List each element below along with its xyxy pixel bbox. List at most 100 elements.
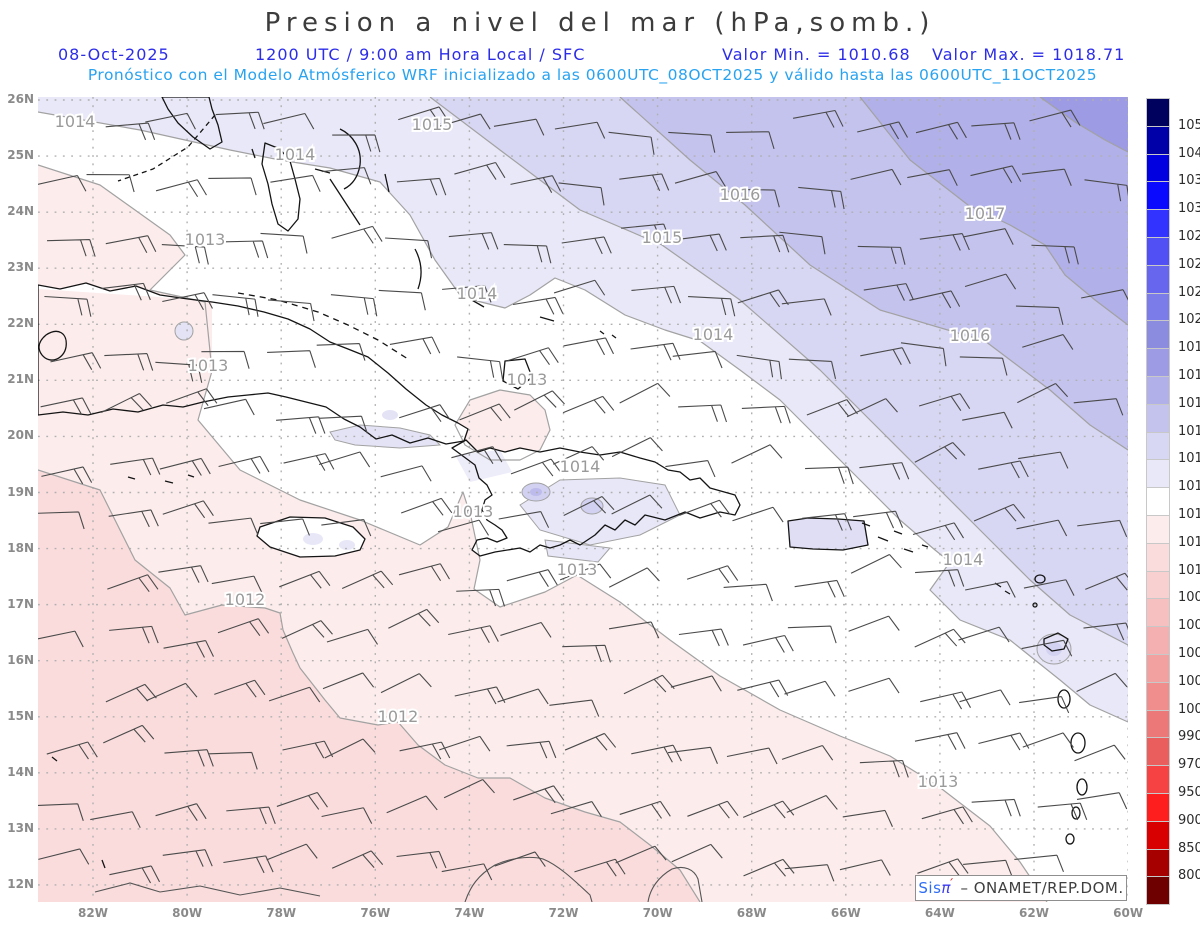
colorbar-cell — [1146, 626, 1170, 655]
isobar-1014 — [37, 111, 1129, 723]
isobar-1013-pocket — [454, 389, 551, 461]
colorbar-cell — [1146, 542, 1170, 572]
hispaniola-core-2 — [580, 497, 604, 515]
colorbar-cell — [1146, 431, 1170, 461]
lon-tick-label: 60W — [1113, 906, 1144, 920]
lat-tick-label: 14N — [7, 764, 34, 779]
colorbar-cell — [1146, 793, 1170, 822]
lat-tick-label: 26N — [7, 92, 34, 106]
bimini — [251, 148, 256, 159]
colorbar-cell — [1146, 209, 1170, 238]
cayman-islands — [127, 474, 195, 484]
colorbar-cell — [1146, 125, 1170, 155]
colorbar-label: 800 — [1178, 868, 1200, 884]
colorbar-label: 850 — [1178, 840, 1200, 856]
cat-island — [384, 173, 390, 193]
lon-tick-label: 82W — [78, 906, 108, 920]
lat-tick-label: 17N — [7, 596, 34, 611]
isobars — [37, 96, 1129, 903]
pi-accent: ´ — [947, 877, 955, 891]
colorbar-cell — [1146, 709, 1170, 739]
pi-symbol: π — [941, 879, 951, 897]
south-america-coast — [94, 882, 321, 897]
colorbar-label: 1002 — [1178, 673, 1200, 689]
colorbar-cell — [1146, 181, 1170, 211]
antigua — [1034, 574, 1046, 584]
colorbar-cell — [1146, 515, 1170, 544]
colorbar-cell — [1146, 848, 1170, 878]
colorbar-label: 1004 — [1178, 646, 1200, 661]
dominica — [1057, 689, 1071, 709]
colorbar-label: 1030 — [1178, 201, 1200, 217]
colorbar-cell — [1146, 820, 1170, 850]
colorbar-label: 1018 — [1178, 368, 1200, 383]
lat-tick-label: 21N — [7, 372, 34, 387]
colorbar-cell — [1146, 459, 1170, 489]
guadeloupe-blob-core — [1046, 642, 1062, 656]
colorbar-label: 1015 — [1178, 451, 1200, 467]
colorbar-label: 1014 — [1178, 479, 1200, 495]
st-vincent — [1071, 806, 1081, 820]
isobar-label: 1016 — [720, 185, 761, 204]
colorbar-label: 1010 — [1178, 562, 1200, 578]
lat-tick-label: 23N — [7, 260, 34, 275]
isobar-label: 1012 — [225, 590, 266, 609]
eleuthera-island — [339, 128, 361, 190]
colorbar-cell — [1146, 765, 1170, 794]
coastlines — [37, 96, 1088, 903]
lon-tick-label: 72W — [548, 906, 579, 920]
pressure-colorbar: 1050 1040 1035 1030 1028 1025 1022 1020 1019 1018… — [1146, 98, 1200, 910]
lon-tick-label: 70W — [642, 906, 673, 920]
colorbar-label: 1019 — [1178, 340, 1200, 356]
exuma-chain — [329, 178, 361, 226]
hispaniola-nw-blob — [455, 450, 512, 482]
isobar-label: 1013 — [188, 356, 229, 375]
lon-tick-label: 66W — [830, 906, 861, 920]
isobar-label: 1013 — [557, 560, 598, 579]
san-andres-providencia — [51, 756, 106, 869]
isobar-1016 — [619, 96, 1129, 451]
page-title: Presion a nivel del mar (hPa,somb.) — [264, 8, 936, 38]
florida-keys — [117, 114, 216, 182]
isobar-label: 1014 — [560, 457, 601, 476]
guadeloupe-coast — [1043, 632, 1069, 652]
lat-tick-label: 25N — [7, 148, 34, 163]
turks-caicos — [599, 330, 617, 339]
lat-tick-label: 20N — [7, 428, 34, 443]
sispi-logo: Sis — [918, 879, 942, 897]
jamaica-coast — [256, 516, 366, 558]
isobar-label: 1014 — [943, 550, 984, 569]
jamaica-blob-1 — [303, 533, 323, 545]
isobar-label: 1014 — [55, 112, 96, 131]
colorbar-cell — [1146, 681, 1170, 711]
isla-juventud-coast — [38, 330, 67, 361]
st-lucia — [1076, 778, 1088, 796]
guajira-coast — [464, 856, 593, 903]
colorbar-label: 1013 — [1178, 507, 1200, 522]
pressure-shading — [38, 97, 1128, 902]
pressure-field-canvas: 1014 1014 1015 1014 1015 1016 1017 1016 1014 1013… — [32, 96, 1137, 903]
cuba-cays — [237, 292, 409, 360]
isobar-label: 1014 — [693, 325, 734, 344]
jamaica-blob-2 — [339, 540, 355, 550]
isobar-label: 1012 — [378, 707, 419, 726]
band-below-1012 — [38, 470, 700, 902]
isobar-1012 — [37, 469, 701, 903]
colorbar-cell — [1146, 598, 1170, 628]
isobar-labels: 1014 1014 1015 1014 1015 1016 1017 1016 1014 1013… — [53, 110, 1008, 793]
great-inagua — [502, 358, 533, 390]
andros-island — [261, 142, 301, 232]
colorbar-label: 990 — [1178, 729, 1200, 745]
colorbar-cell — [1146, 98, 1170, 127]
paraguana-coast — [647, 866, 703, 903]
colorbar-cell — [1146, 348, 1170, 377]
lat-tick-label: 18N — [7, 540, 34, 555]
isobar-label: 1013 — [185, 230, 226, 249]
hispaniola-coast — [451, 439, 741, 557]
isobar-label: 1013 — [507, 370, 548, 389]
colorbar-label: 1017 — [1178, 395, 1200, 411]
colorbar-label: 1028 — [1178, 229, 1200, 244]
montserrat — [1032, 602, 1038, 608]
colorbar-label: 1035 — [1178, 173, 1200, 189]
band-above-1018 — [1040, 97, 1128, 152]
